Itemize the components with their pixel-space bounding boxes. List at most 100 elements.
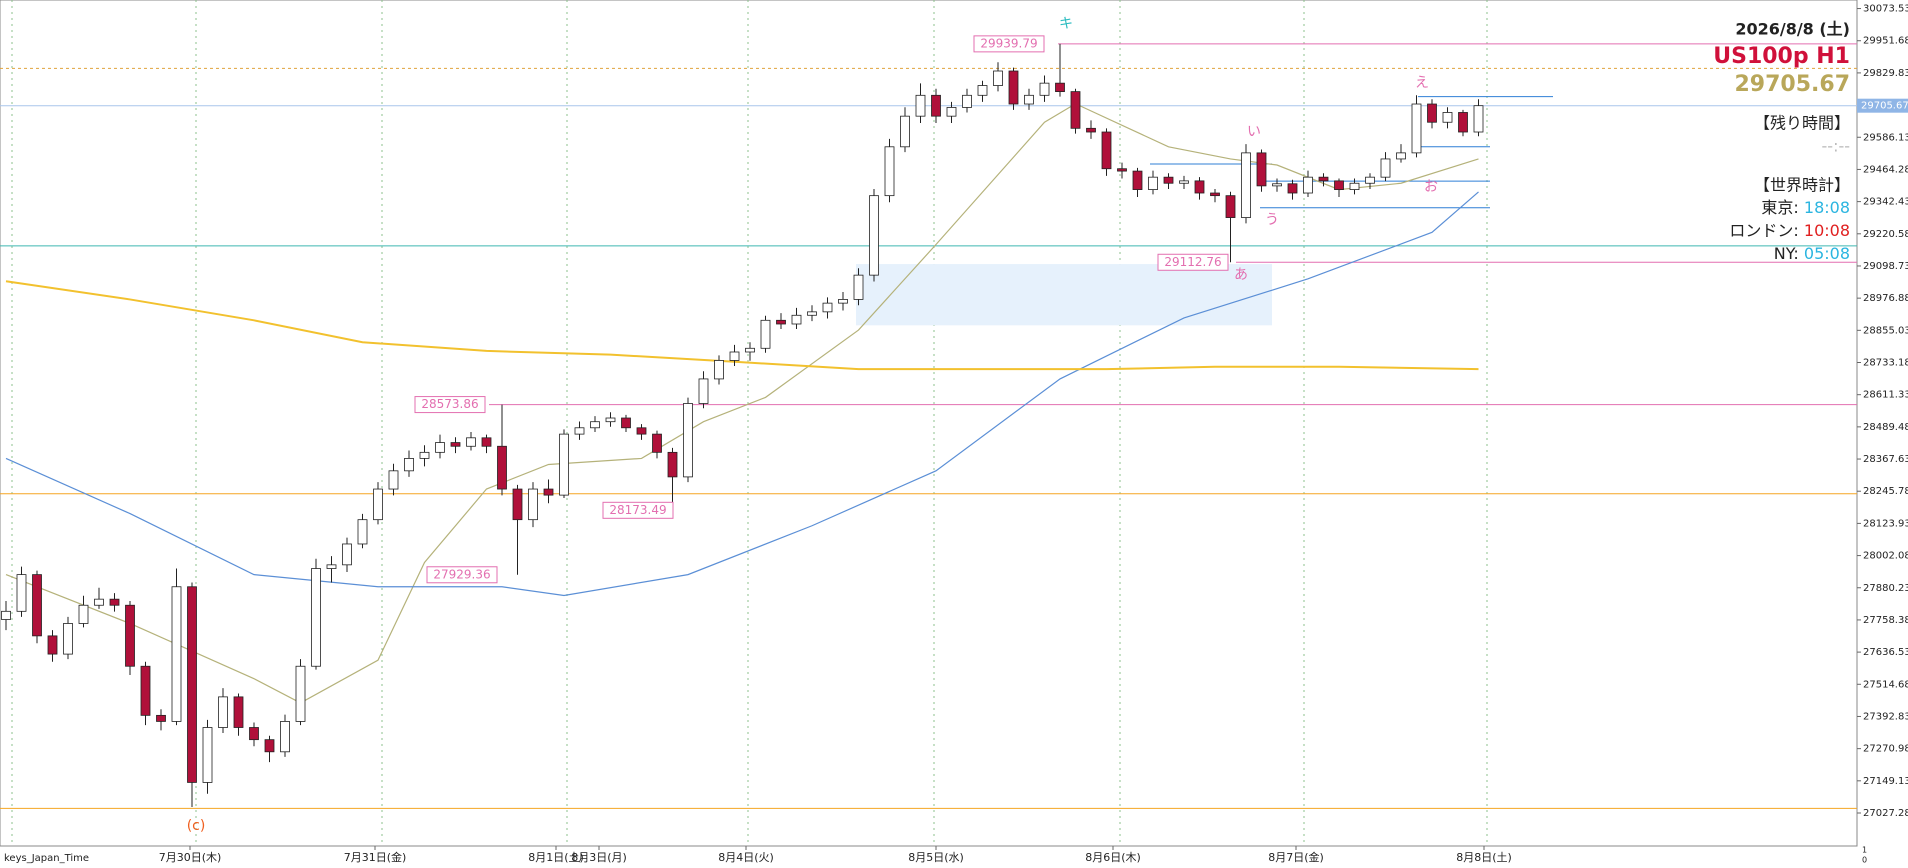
candle-body: [1442, 112, 1453, 123]
candle-body: [233, 696, 244, 728]
candle-body: [683, 403, 693, 478]
candle-body: [838, 299, 848, 304]
candle-body: [776, 319, 786, 325]
candle-body: [1225, 195, 1236, 218]
zone: [856, 264, 1272, 326]
wave-label: え: [1415, 75, 1429, 91]
y-tick-label: 29464.28: [1863, 164, 1908, 175]
y-tick-label: 28976.88: [1863, 293, 1908, 304]
candle-body: [962, 94, 972, 108]
candle-body: [32, 574, 42, 637]
candle-body: [1241, 152, 1251, 218]
candle-body: [1334, 180, 1344, 190]
city: NY:: [1774, 244, 1799, 263]
candle-body: [1210, 192, 1220, 197]
candle-body: [512, 488, 523, 521]
candle-body: [652, 433, 662, 453]
wave-label: あ: [1234, 267, 1248, 283]
x-tick-label: 8月1日(土): [528, 851, 584, 864]
candle-body: [497, 445, 507, 490]
time-zone-label: keys_Japan_Time: [4, 853, 89, 864]
candle-body: [1039, 82, 1050, 96]
candle-body: [528, 488, 538, 521]
x-tick-label: 8月8日(土): [1456, 851, 1512, 864]
candle-body: [1396, 152, 1406, 160]
y-tick-label: 27758.38: [1863, 615, 1908, 626]
candle-body: [404, 458, 414, 472]
candle-body: [1303, 176, 1313, 194]
y-tick-label: 28367.63: [1863, 454, 1908, 465]
candle-body: [1365, 176, 1375, 184]
wave-label: キ: [1059, 16, 1073, 32]
time: 18:08: [1804, 198, 1850, 217]
candle-body: [1024, 94, 1034, 105]
candle-body: [636, 427, 647, 435]
axis-corner: 0: [1862, 856, 1867, 865]
candle-body: [698, 378, 709, 404]
candle-body: [342, 543, 352, 566]
candle-body: [1008, 70, 1019, 105]
candle-body: [1132, 170, 1143, 190]
candle-body: [171, 586, 182, 722]
candle-body: [1179, 180, 1189, 184]
price-label-box: [426, 566, 498, 584]
clock: NY: 05:08: [1774, 244, 1850, 263]
y-tick-label: 29829.83: [1863, 68, 1908, 79]
candle-body: [1380, 158, 1391, 178]
candle-body: [559, 433, 569, 496]
candle-body: [63, 623, 73, 655]
candle-body: [326, 564, 337, 569]
candle-body: [1117, 168, 1127, 172]
plot-frame: [0, 0, 1858, 847]
clock-title: 【世界時計】: [1754, 176, 1850, 195]
y-tick-label: 27880.23: [1863, 583, 1908, 594]
candle-body: [1473, 105, 1484, 133]
candle-body: [1148, 176, 1158, 190]
candle-body: [435, 442, 445, 453]
candle-body: [187, 586, 197, 783]
y-tick-label: 27270.98: [1863, 744, 1908, 755]
candle-body: [202, 727, 213, 783]
wave-label: (c): [187, 818, 206, 834]
remaining: --:--: [1822, 137, 1850, 156]
candle-body: [78, 604, 89, 624]
candle-body: [869, 195, 879, 276]
candle-body: [574, 427, 585, 435]
candle-body: [280, 721, 290, 753]
candle-body: [419, 451, 430, 459]
price-label-box: [1157, 253, 1229, 271]
x-tick-label: 8月5日(水): [908, 851, 964, 864]
candle-body: [745, 347, 755, 353]
price-label: 28173.49: [609, 503, 666, 517]
candle-body: [822, 302, 833, 313]
candle-body: [249, 727, 259, 741]
time: 05:08: [1804, 244, 1850, 263]
candle-body: [1411, 103, 1422, 154]
candle-body: [853, 274, 864, 300]
candle-body: [1256, 152, 1267, 187]
candle-body: [466, 437, 476, 447]
candle-body: [156, 714, 166, 722]
y-tick-label: 27027.28: [1863, 808, 1908, 819]
y-tick-label: 28855.03: [1863, 325, 1908, 336]
y-tick-label: 27636.53: [1863, 647, 1908, 658]
y-tick-label: 28245.78: [1863, 486, 1908, 497]
y-tick-label: 27149.13: [1863, 776, 1908, 787]
y-tick-label: 28733.18: [1863, 358, 1908, 369]
y-tick-label: 28611.33: [1863, 390, 1908, 401]
y-tick-label: 29951.68: [1863, 36, 1908, 47]
candle-body: [450, 442, 461, 447]
x-tick-label: 8月4日(火): [718, 851, 774, 864]
price-label-box: [602, 501, 674, 519]
candle-body: [993, 70, 1003, 86]
candle-body: [760, 319, 771, 349]
candle-body: [1349, 182, 1360, 190]
x-tick-label: 8月6日(木): [1085, 851, 1141, 864]
price-label-box: [973, 35, 1045, 53]
candle-body: [1194, 180, 1205, 194]
y-tick-label: 28002.08: [1863, 551, 1908, 562]
candle-body: [714, 360, 724, 380]
candle-body: [311, 568, 321, 667]
candle-body: [729, 351, 740, 361]
